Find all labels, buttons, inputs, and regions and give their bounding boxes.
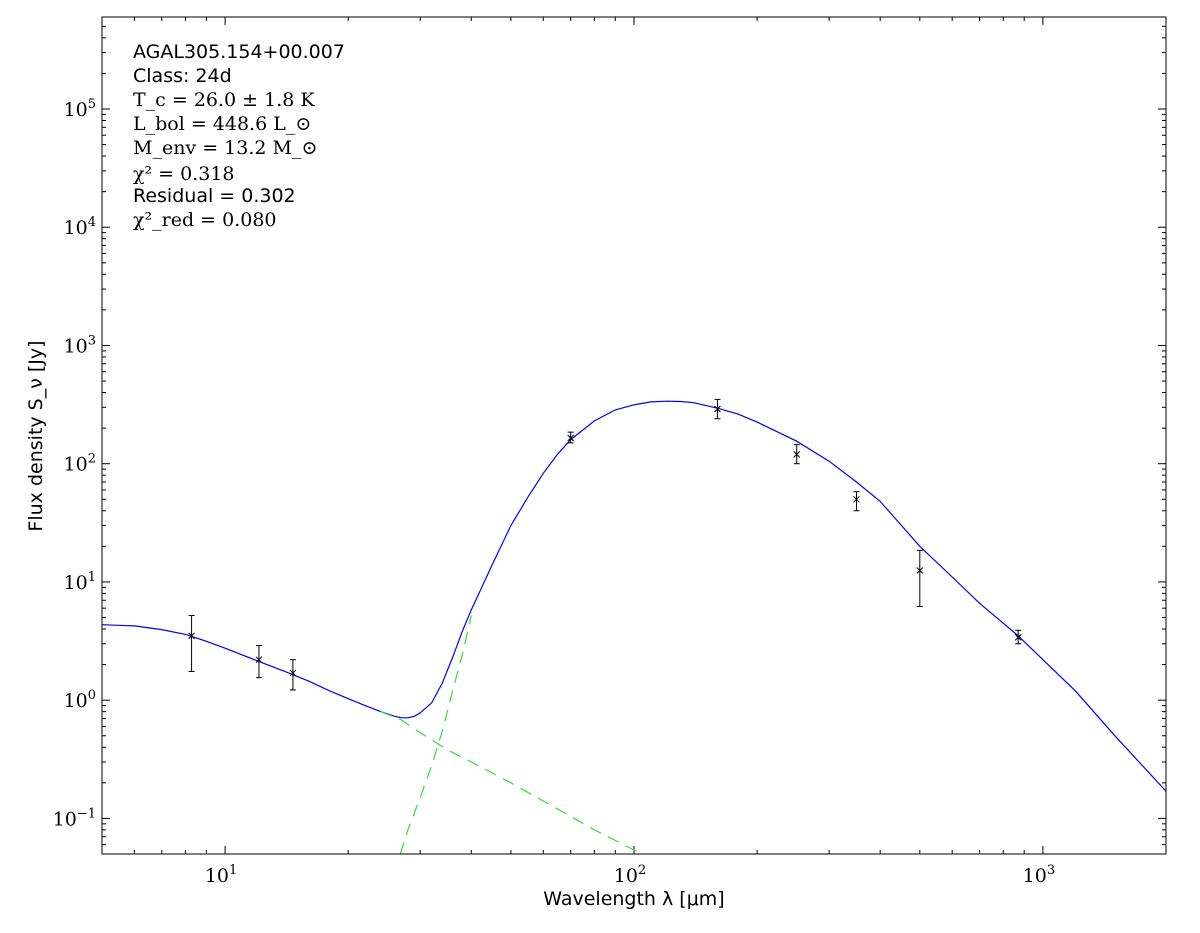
data-point (853, 491, 860, 512)
data-point (1014, 629, 1022, 645)
menv-label: M_env = 13.2 M_⊙ (133, 137, 317, 159)
x-tick-label: 101 (205, 863, 237, 887)
plot-area (102, 17, 1166, 854)
total-fit-line (102, 400, 1166, 792)
point-marker (714, 405, 721, 413)
point-marker (1014, 633, 1022, 641)
plot-frame (101, 16, 1167, 855)
warm-component-line (380, 711, 643, 854)
x-axis-label: Wavelength λ [μm] (543, 888, 724, 910)
y-tick-label: 101 (64, 570, 96, 594)
y-tick-label: 102 (64, 452, 96, 476)
y-tick-label: 105 (64, 97, 96, 121)
y-tick-label: 103 (64, 333, 96, 357)
point-marker (916, 567, 924, 574)
x-tick-label: 103 (1023, 863, 1055, 887)
source-name: AGAL305.154+00.007 (133, 41, 345, 63)
data-point (714, 398, 721, 420)
y-tick-label: 100 (64, 688, 96, 712)
data-point (916, 549, 924, 607)
tc-label: T_c = 26.0 ± 1.8 K (133, 89, 315, 111)
chi2red-label: χ²_red = 0.080 (133, 209, 277, 231)
lbol-label: L_bol = 448.6 L_⊙ (133, 113, 311, 135)
data-point (567, 431, 575, 444)
class-label: Class: 24d (133, 65, 232, 87)
y-tick-label: 104 (64, 215, 96, 239)
data-point (289, 659, 297, 691)
y-tick-label: 10−1 (53, 806, 96, 830)
point-marker (793, 450, 801, 458)
tick-labels: 101 102 103 10−1 100 101 102 103 104 105 (53, 97, 1056, 887)
data-point (188, 615, 195, 672)
point-marker (255, 656, 263, 664)
residual-label: Residual = 0.302 (133, 185, 296, 207)
axis-ticks (101, 16, 1167, 855)
cold-component-line (399, 615, 472, 854)
chi2-label: χ² = 0.318 (133, 163, 235, 185)
point-marker (567, 434, 575, 442)
data-point (255, 645, 263, 679)
data-point (793, 444, 801, 465)
data-points (188, 398, 1022, 691)
fit-lines (102, 400, 1166, 854)
point-marker (289, 669, 297, 677)
y-axis-label: Flux density S_ν [Jy] (25, 340, 47, 531)
point-marker (853, 495, 860, 503)
x-tick-label: 102 (614, 863, 646, 887)
point-marker (188, 632, 195, 640)
